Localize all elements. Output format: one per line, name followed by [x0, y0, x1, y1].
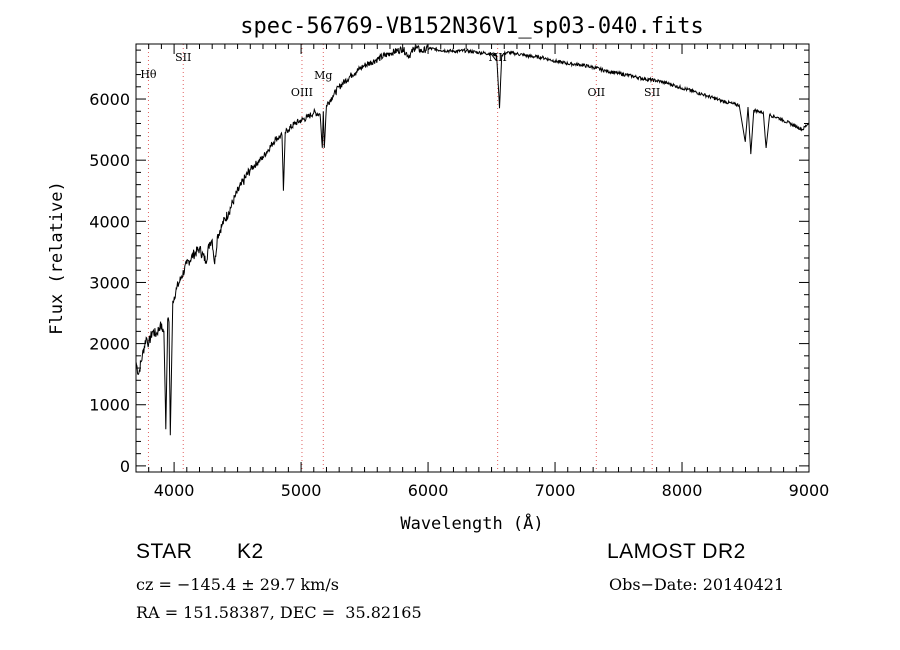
x-axis-label: Wavelength (Å)	[400, 512, 543, 534]
line-marker-label: Mg	[314, 69, 332, 82]
x-tick-label: 9000	[789, 481, 830, 500]
y-tick-label: 6000	[89, 90, 130, 109]
line-marker-label: SII	[175, 51, 191, 64]
chart-title: spec-56769-VB152N36V1_sp03-040.fits	[240, 14, 704, 39]
line-marker-label: Hθ	[140, 68, 157, 81]
x-tick-label: 5000	[281, 481, 322, 500]
y-tick-label: 0	[120, 457, 130, 476]
x-axis: 4000 5000 6000 7000 8000 9000	[135, 44, 830, 500]
object-type: STAR	[136, 540, 193, 563]
line-marker-label: OII	[587, 86, 605, 99]
redshift-cz: cz = −145.4 ± 29.7 km/s	[136, 575, 339, 594]
y-tick-label: 3000	[89, 273, 130, 292]
coordinates: RA = 151.58387, DEC = 35.82165	[136, 603, 422, 622]
y-tick-label: 2000	[89, 335, 130, 354]
y-tick-label: 1000	[89, 396, 130, 415]
line-marker-label: OIII	[291, 86, 313, 99]
spectral-class: K2	[237, 540, 264, 563]
spectrum-line	[135, 44, 810, 436]
x-tick-label: 8000	[662, 481, 703, 500]
x-tick-label: 4000	[154, 481, 195, 500]
survey-name: LAMOST DR2	[607, 540, 746, 563]
x-tick-label: 7000	[535, 481, 576, 500]
y-tick-label: 4000	[89, 212, 130, 231]
line-marker-label: SII	[644, 86, 660, 99]
plot-frame	[135, 43, 810, 473]
x-tick-label: 6000	[408, 481, 449, 500]
observation-date: Obs−Date: 20140421	[609, 575, 785, 594]
y-axis: 0 1000 2000 3000 4000 5000 6000	[89, 49, 809, 476]
y-axis-label: Flux (relative)	[47, 181, 67, 335]
y-tick-label: 5000	[89, 151, 130, 170]
